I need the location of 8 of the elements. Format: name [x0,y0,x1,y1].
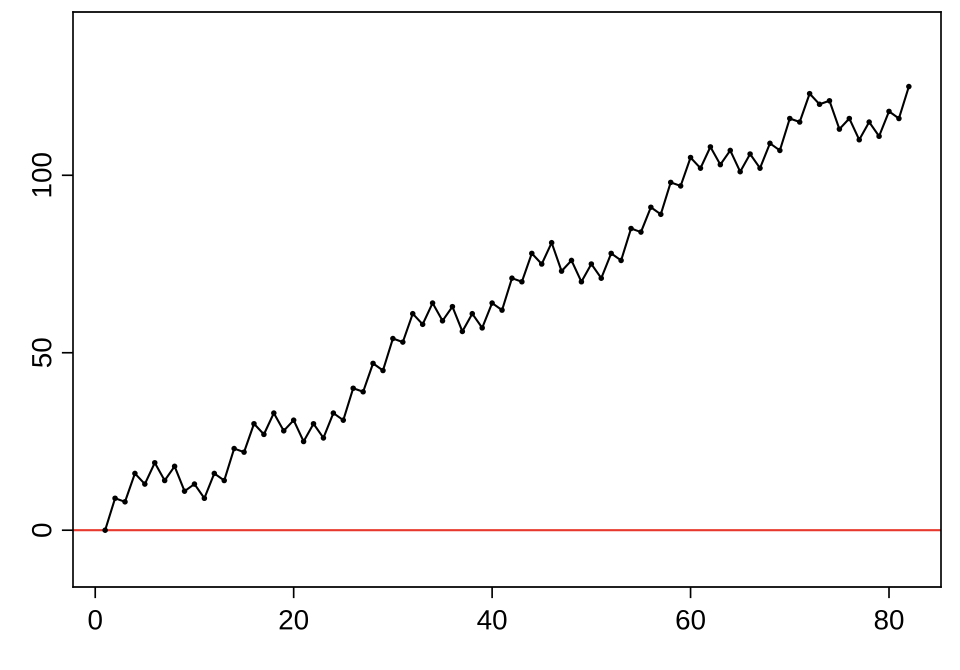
x-tick-label: 40 [477,610,506,630]
y-tick-label: 100 [32,153,52,196]
x-tick-label: 60 [676,610,705,630]
y-tick-label: 50 [32,338,52,368]
y-tick-label: 0 [32,524,52,537]
x-tick-label: 0 [88,610,102,630]
x-tick-label: 80 [874,610,904,630]
x-tick-label: 20 [280,610,308,630]
